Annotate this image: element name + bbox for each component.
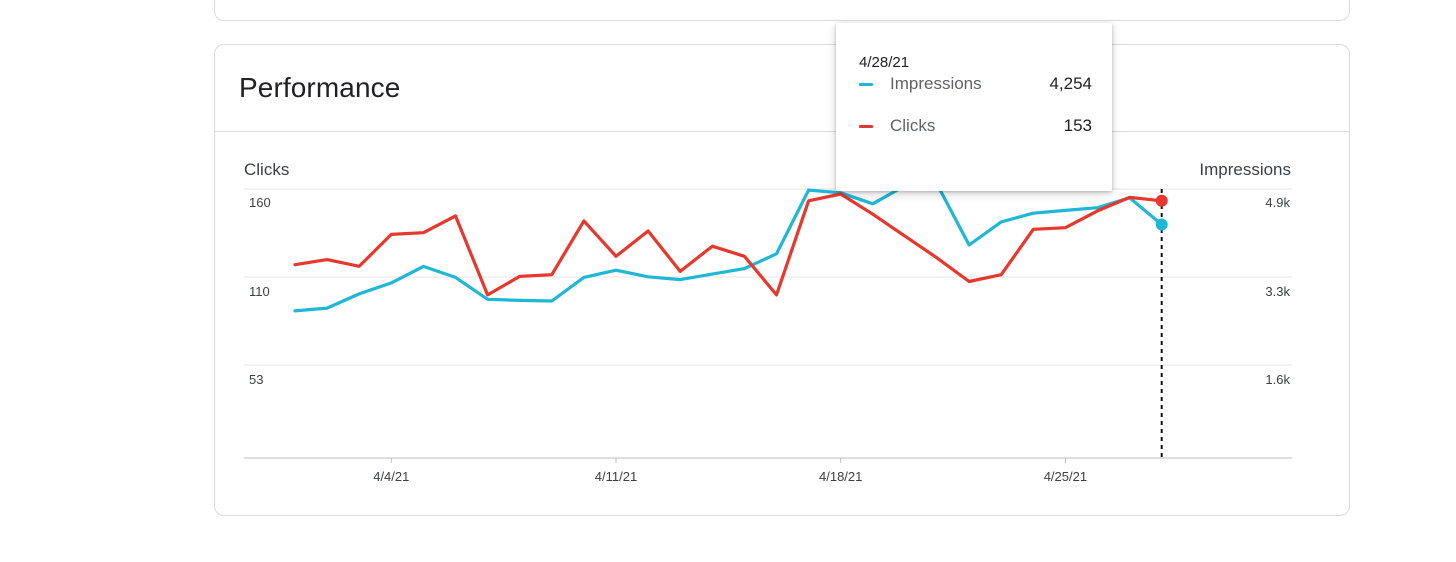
grid-lines	[244, 188, 1292, 459]
x-axis-ticks: 4/4/21 4/11/21 4/18/21 4/25/21	[373, 458, 1087, 484]
impressions-hover-point	[1155, 218, 1168, 231]
right-axis-label: Impressions	[1199, 160, 1291, 179]
tooltip-label: Impressions	[890, 74, 982, 93]
axis-ticks: 160 110 53 4.9k 3.3k 1.6k	[249, 195, 1290, 387]
right-tick-label: 4.9k	[1265, 195, 1290, 210]
clicks-series-line	[293, 192, 1164, 297]
right-tick-label: 1.6k	[1265, 372, 1290, 387]
line-swatch-icon	[859, 83, 873, 86]
left-tick-label: 53	[249, 372, 263, 387]
x-tick-label: 4/25/21	[1044, 469, 1087, 484]
card-header: Performance	[215, 45, 1349, 132]
x-tick-label: 4/4/21	[373, 469, 409, 484]
performance-card: Performance Clicks Impressions 160 110 53 4…	[214, 44, 1350, 516]
tooltip-value: 4,254	[1049, 74, 1092, 93]
line-swatch-icon	[859, 125, 873, 128]
tooltip-label: Clicks	[890, 116, 936, 135]
tooltip-date: 4/28/21	[859, 54, 910, 71]
card-title: Performance	[239, 72, 401, 103]
left-tick-label: 160	[249, 195, 271, 210]
tooltip-row-impressions: Impressions 4,254	[859, 74, 1092, 94]
impressions-series-line	[293, 182, 1164, 313]
x-tick-label: 4/18/21	[819, 469, 862, 484]
x-tick-label: 4/11/21	[595, 469, 637, 484]
tooltip-row-clicks: Clicks 153	[859, 116, 1092, 136]
previous-card	[214, 0, 1350, 21]
left-tick-label: 110	[249, 284, 270, 299]
left-axis-label: Clicks	[244, 160, 289, 179]
chart-tooltip: 4/28/21 Impressions 4,254 Clicks 153	[836, 23, 1112, 191]
tooltip-value: 153	[1063, 116, 1092, 135]
right-tick-label: 3.3k	[1265, 284, 1290, 299]
series-lines	[293, 182, 1164, 313]
hover-marker	[1155, 189, 1168, 460]
performance-chart: Clicks Impressions 160110534.9k3.3k1.6k …	[244, 160, 1292, 484]
clicks-hover-point	[1155, 194, 1168, 207]
